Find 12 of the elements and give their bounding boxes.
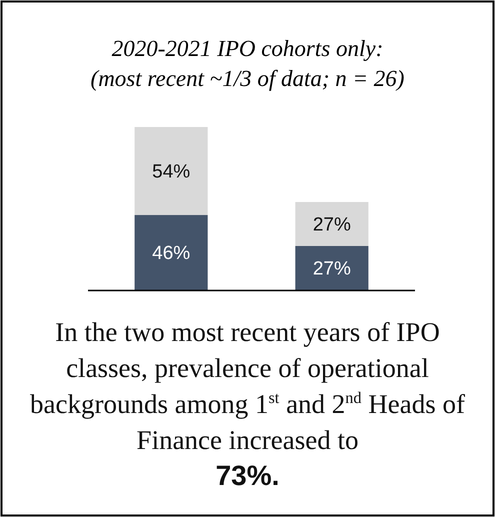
- bar: [295, 202, 368, 246]
- bar: [295, 246, 368, 290]
- data-label: 27%: [312, 214, 351, 236]
- text: In the two most recent years of IPO classes, prevalence of operational backgrounds among 1$^{st}$ and 2$^{nd}$ Heads of Finance increased to: [30, 317, 465, 455]
- text: 73%.: [214, 459, 280, 493]
- chart-title: 2020-2021 IPO cohorts only:: [112, 36, 384, 61]
- data-label: 46%: [152, 243, 190, 264]
- chart-subtitle: (most recent ~1/3 of data; n = 26): [90, 66, 404, 91]
- data-label: 54%: [152, 162, 190, 183]
- bar: [134, 215, 208, 290]
- bar: [134, 127, 208, 216]
- data-label: 27%: [312, 258, 351, 280]
